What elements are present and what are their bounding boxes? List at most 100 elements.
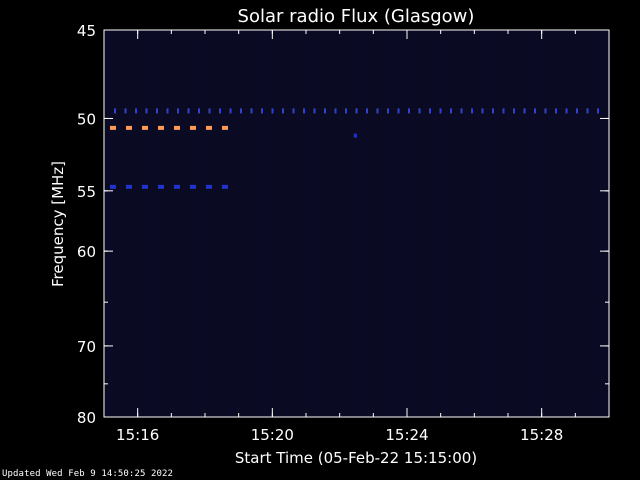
texture-stripe xyxy=(525,31,526,416)
texture-stripe xyxy=(459,31,460,416)
texture-stripe xyxy=(201,31,202,416)
texture-stripe xyxy=(126,31,127,416)
band-dot xyxy=(355,108,358,114)
texture-stripe xyxy=(336,31,337,416)
texture-stripe xyxy=(594,31,595,416)
texture-stripe xyxy=(351,31,352,416)
texture-stripe xyxy=(465,31,466,416)
band-dot xyxy=(523,108,526,114)
texture-stripe xyxy=(303,31,304,416)
texture-stripe xyxy=(129,31,130,416)
texture-stripe xyxy=(597,31,598,416)
texture-stripe xyxy=(120,31,121,416)
texture-stripe xyxy=(471,31,472,416)
texture-stripe xyxy=(483,31,484,416)
texture-stripe xyxy=(342,31,343,416)
texture-stripe xyxy=(486,31,487,416)
band-segment xyxy=(222,184,228,189)
texture-stripe xyxy=(579,31,580,416)
texture-stripe xyxy=(246,31,247,416)
texture-stripe xyxy=(375,31,376,416)
texture-stripe xyxy=(135,31,136,416)
texture-stripe xyxy=(498,31,499,416)
texture-stripe xyxy=(294,31,295,416)
texture-stripe xyxy=(279,31,280,416)
texture-stripe xyxy=(510,31,511,416)
texture-stripe xyxy=(390,31,391,416)
texture-stripe xyxy=(309,31,310,416)
band-dot xyxy=(555,108,557,114)
texture-stripe xyxy=(117,31,118,416)
texture-stripe xyxy=(450,31,451,416)
band-dot xyxy=(187,108,190,114)
texture-stripe xyxy=(114,31,115,416)
texture-stripe xyxy=(345,31,346,416)
texture-stripe xyxy=(354,31,355,416)
texture-stripe xyxy=(495,31,496,416)
texture-stripe xyxy=(348,31,349,416)
texture-stripe xyxy=(384,31,385,416)
band-dot xyxy=(439,108,442,114)
texture-stripe xyxy=(153,31,154,416)
texture-stripe xyxy=(324,31,325,416)
band-dot xyxy=(303,108,305,114)
texture-stripe xyxy=(387,31,388,416)
texture-stripe xyxy=(255,31,256,416)
texture-stripe xyxy=(357,31,358,416)
texture-stripe xyxy=(285,31,286,416)
band-dot xyxy=(513,108,515,114)
texture-stripe xyxy=(591,31,592,416)
band-segment xyxy=(190,125,196,130)
texture-stripe xyxy=(564,31,565,416)
band-dot xyxy=(166,108,169,114)
texture-stripe xyxy=(222,31,223,416)
band-dot xyxy=(219,108,221,114)
texture-stripe xyxy=(174,31,175,416)
texture-stripe xyxy=(489,31,490,416)
band-dot xyxy=(429,108,431,114)
texture-stripe xyxy=(552,31,553,416)
band-dot xyxy=(229,108,232,114)
texture-stripe xyxy=(513,31,514,416)
updated-timestamp: Updated Wed Feb 9 14:50:25 2022 xyxy=(2,469,174,479)
band-segment xyxy=(110,125,116,130)
texture-stripe xyxy=(435,31,436,416)
texture-stripe xyxy=(306,31,307,416)
band-54-7mhz xyxy=(110,184,228,189)
band-dot xyxy=(366,108,368,114)
texture-stripe xyxy=(456,31,457,416)
band-segment xyxy=(110,184,116,189)
band-dot xyxy=(450,108,452,114)
texture-stripe xyxy=(504,31,505,416)
texture-stripe xyxy=(468,31,469,416)
texture-stripe xyxy=(165,31,166,416)
band-dot xyxy=(271,108,274,114)
texture-stripe xyxy=(327,31,328,416)
texture-stripe xyxy=(261,31,262,416)
band-dot xyxy=(324,108,326,114)
texture-stripe xyxy=(234,31,235,416)
band-segment xyxy=(158,125,164,130)
texture-stripe xyxy=(267,31,268,416)
texture-stripe xyxy=(501,31,502,416)
texture-stripe xyxy=(156,31,157,416)
plot-frame xyxy=(103,29,610,418)
texture-stripe xyxy=(558,31,559,416)
band-dot xyxy=(292,108,295,114)
band-dot xyxy=(408,108,410,114)
texture-stripe xyxy=(147,31,148,416)
band-dot xyxy=(471,108,473,114)
texture-stripe xyxy=(291,31,292,416)
y-tick-label: 80 xyxy=(77,409,96,427)
texture-stripe xyxy=(231,31,232,416)
band-segment xyxy=(206,184,212,189)
texture-stripe xyxy=(297,31,298,416)
texture-stripe xyxy=(150,31,151,416)
band-segment xyxy=(222,125,228,130)
band-dot xyxy=(177,108,179,114)
texture-stripe xyxy=(270,31,271,416)
texture-stripe xyxy=(183,31,184,416)
band-dot xyxy=(345,108,347,114)
texture-stripe xyxy=(438,31,439,416)
texture-stripe xyxy=(588,31,589,416)
